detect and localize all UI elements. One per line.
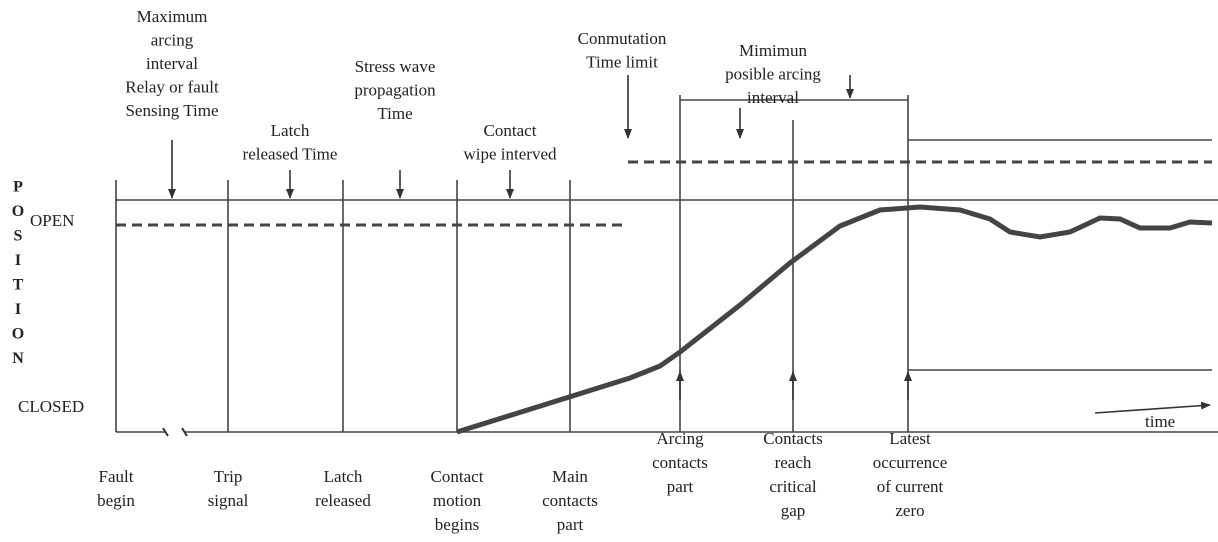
top-label: Sensing Time — [125, 101, 218, 120]
bottom-label: Contact — [431, 467, 484, 486]
side-letter: O — [12, 203, 24, 220]
bottom-label: Trip — [214, 467, 243, 486]
bottom-label: occurrence — [873, 453, 948, 472]
bottom-label: begin — [97, 491, 135, 510]
bottom-label: zero — [895, 501, 924, 520]
break-marks — [162, 427, 188, 437]
bottom-label: of current — [877, 477, 944, 496]
top-label: Time — [377, 104, 412, 123]
dashed-limits — [116, 160, 1212, 227]
top-label: Mimimun — [739, 41, 808, 60]
top-label: wipe interved — [464, 144, 557, 163]
top-label: released Time — [243, 144, 338, 163]
arrows — [168, 75, 1211, 414]
side-letter: N — [12, 350, 24, 367]
top-label: arcing — [151, 30, 194, 49]
time-arrow — [1094, 401, 1211, 414]
bottom-label: Contacts — [763, 429, 823, 448]
side-letter: O — [12, 326, 24, 343]
bottom-label: part — [667, 477, 694, 496]
bottom-label: gap — [781, 501, 806, 520]
open-label: OPEN — [30, 211, 74, 230]
top-label: Time limit — [586, 52, 658, 71]
top-label: Relay or fault — [125, 77, 219, 96]
side-letter: S — [14, 228, 23, 245]
bottom-label: released — [315, 491, 371, 510]
side-letter: P — [13, 179, 23, 196]
bottom-label: motion — [433, 491, 482, 510]
contact-travel-curve — [456, 204, 1213, 435]
bottom-label: Fault — [99, 467, 134, 486]
time-label: time — [1145, 412, 1175, 431]
bottom-label: critical — [769, 477, 816, 496]
top-label: Maximum — [137, 7, 208, 26]
top-label: interval — [146, 54, 198, 73]
bottom-label: contacts — [652, 453, 708, 472]
bottom-label: signal — [208, 491, 249, 510]
bottom-label: contacts — [542, 491, 598, 510]
side-letter: I — [15, 301, 21, 318]
bottom-label: Latest — [889, 429, 931, 448]
bottom-label: Latch — [324, 467, 363, 486]
closed-label: CLOSED — [18, 397, 84, 416]
side-letter: I — [15, 252, 21, 269]
top-label: Latch — [271, 121, 310, 140]
bottom-label: begins — [435, 515, 479, 534]
bottom-label: reach — [775, 453, 812, 472]
bottom-label: Main — [552, 467, 588, 486]
top-label: posible arcing — [725, 64, 821, 83]
top-label: Stress wave — [355, 57, 436, 76]
side-letter: T — [13, 277, 24, 294]
break-mark — [181, 427, 188, 437]
top-label: Conmutation — [578, 29, 667, 48]
top-label: Contact — [484, 121, 537, 140]
top-label: interval — [747, 88, 799, 107]
break-mark — [162, 427, 169, 437]
top-label: propagation — [354, 80, 436, 99]
bottom-label: part — [557, 515, 584, 534]
bottom-label: Arcing — [656, 429, 704, 448]
